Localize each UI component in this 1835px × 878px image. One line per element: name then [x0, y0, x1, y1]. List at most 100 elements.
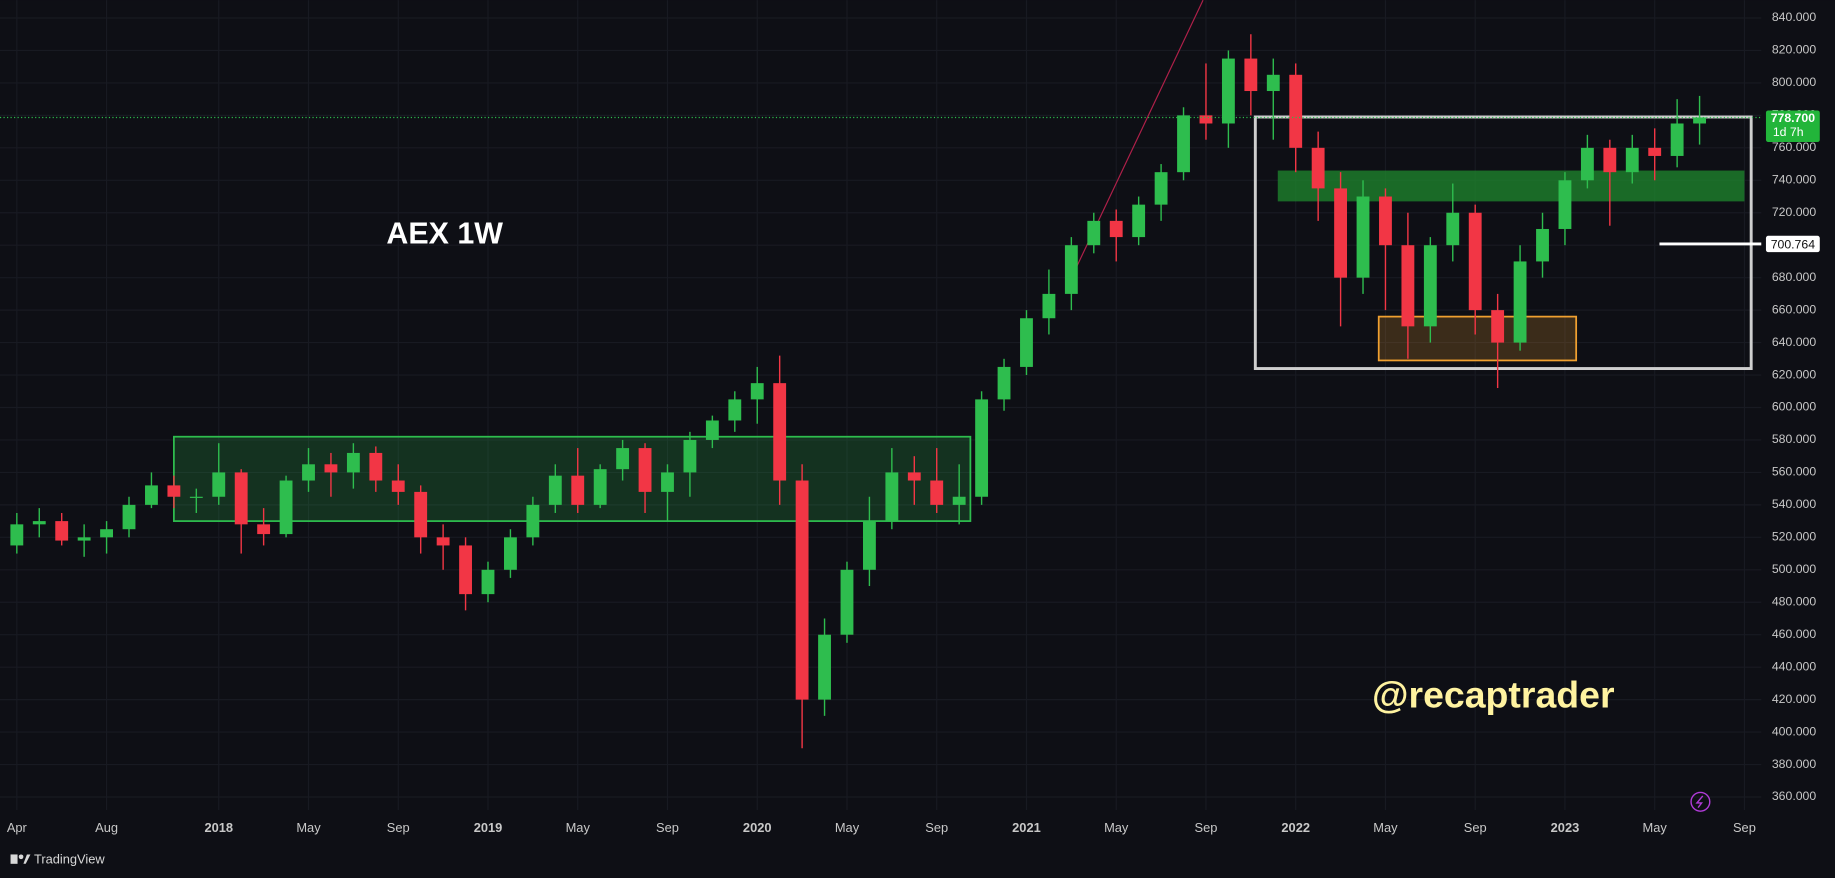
y-tick-label: 580.000 [1772, 432, 1817, 446]
candle-body [55, 521, 69, 541]
candle-body [391, 480, 405, 492]
candle-body [1087, 220, 1101, 246]
candle-body [257, 524, 271, 535]
y-tick-label: 620.000 [1772, 367, 1817, 381]
y-tick-label: 400.000 [1772, 724, 1817, 738]
candle-body [1423, 245, 1437, 327]
candle-body [481, 569, 495, 595]
x-tick-label: 2021 [1012, 820, 1041, 835]
y-tick-label: 560.000 [1772, 465, 1817, 479]
candle-body [1603, 147, 1617, 173]
x-tick-label: Apr [7, 820, 28, 835]
candle-body [1177, 115, 1190, 173]
candle-body [1648, 147, 1662, 156]
y-tick-label: 480.000 [1772, 594, 1817, 608]
x-tick-label: Sep [925, 820, 948, 835]
last-price-tag [1765, 110, 1820, 143]
candle-body [1693, 117, 1706, 124]
candle-body [795, 480, 809, 700]
candle-body [1109, 220, 1123, 238]
candle-body [683, 439, 697, 473]
y-tick-label: 760.000 [1772, 140, 1817, 154]
candle-body [122, 504, 136, 530]
y-tick-label: 640.000 [1772, 335, 1817, 349]
candle-body [1020, 318, 1033, 367]
candle-body [728, 399, 742, 421]
candle-body [571, 475, 585, 505]
y-tick-label: 840.000 [1772, 10, 1817, 24]
candle-body [1446, 212, 1460, 246]
y-tick-label: 600.000 [1772, 400, 1817, 414]
candle-body [773, 383, 787, 481]
candle-body [1266, 74, 1280, 92]
candle-body [436, 537, 450, 546]
x-tick-label: May [835, 820, 860, 835]
x-tick-label: 2022 [1281, 820, 1310, 835]
candle-body [705, 420, 719, 440]
candle-body [1221, 58, 1235, 124]
candle-body [1154, 172, 1168, 205]
candle-body [1379, 196, 1392, 246]
candle-body [1625, 147, 1639, 173]
candle-body [369, 452, 383, 481]
candle-body [862, 521, 876, 570]
x-tick-label: May [1643, 820, 1668, 835]
candle-body [885, 472, 899, 522]
candle-body [1558, 180, 1572, 229]
x-tick-label: Sep [656, 820, 679, 835]
candle-body [324, 464, 338, 473]
candle-body [952, 496, 966, 505]
candle-body [930, 480, 944, 505]
candle-body [1513, 261, 1527, 343]
candle-body [1199, 115, 1213, 124]
x-tick-label: Sep [1195, 820, 1218, 835]
x-tick-label: 2020 [743, 820, 772, 835]
candle-body [145, 485, 158, 505]
y-tick-label: 540.000 [1772, 497, 1817, 511]
candle-body [414, 491, 428, 538]
candle-body [526, 504, 540, 538]
candle-body [661, 472, 674, 492]
candle-body [302, 464, 315, 481]
candle-body [818, 634, 831, 700]
y-tick-label: 800.000 [1772, 75, 1817, 89]
candle-body [100, 529, 114, 538]
level-label: 700.764 [1771, 237, 1816, 251]
candle-body [279, 480, 293, 535]
alert-icon[interactable] [1690, 791, 1711, 812]
y-tick-label: 520.000 [1772, 530, 1817, 544]
x-tick-label: May [566, 820, 591, 835]
x-tick-label: 2019 [474, 820, 503, 835]
y-tick-label: 460.000 [1772, 627, 1817, 641]
candle-body [997, 366, 1011, 400]
watermark: @recaptrader [1372, 674, 1615, 716]
y-tick-label: 500.000 [1772, 562, 1817, 576]
candle-body [548, 475, 562, 505]
candle-body [1289, 74, 1303, 148]
x-tick-label: May [296, 820, 321, 835]
x-tick-label: 2023 [1551, 820, 1580, 835]
candle-body [1244, 58, 1258, 92]
zone [1277, 170, 1745, 202]
candle-body [1536, 228, 1549, 262]
candle-body [1042, 293, 1056, 319]
level-tag [1765, 235, 1820, 253]
candle-body [77, 537, 91, 541]
y-tick-label: 380.000 [1772, 757, 1817, 771]
candle-body [189, 496, 203, 498]
y-tick-label: 440.000 [1772, 659, 1817, 673]
x-tick-label: May [1373, 820, 1398, 835]
x-tick-label: May [1104, 820, 1129, 835]
candle-body [504, 537, 517, 570]
y-tick-label: 680.000 [1772, 270, 1817, 284]
x-tick-label: Sep [1733, 820, 1756, 835]
candle-body [1580, 147, 1594, 181]
y-tick-label: 420.000 [1772, 692, 1817, 706]
candle-body [840, 569, 854, 635]
candle-body [459, 545, 472, 595]
candle-body [1334, 188, 1348, 278]
last-price-label: 778.700 [1771, 111, 1816, 125]
brand-logo [10, 854, 31, 864]
